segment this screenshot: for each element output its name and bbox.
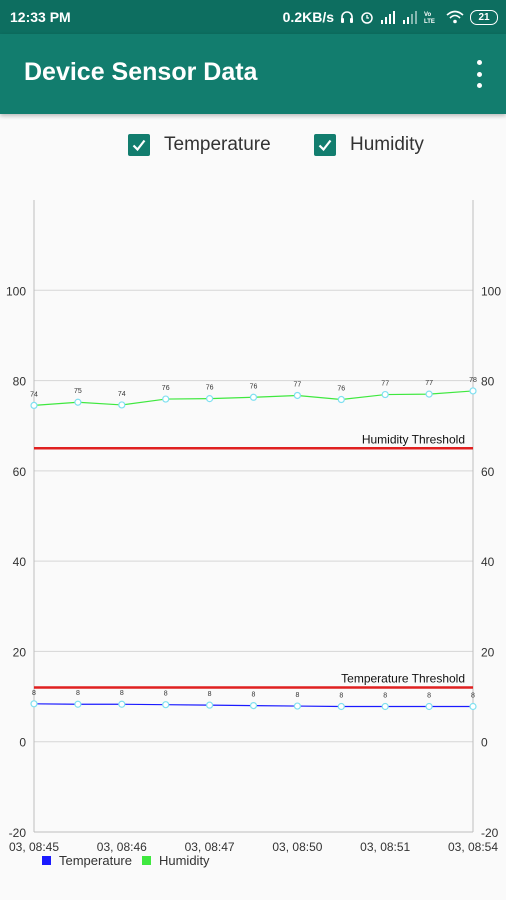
data-label: 8 (208, 691, 212, 698)
y-tick-label-left: 60 (13, 465, 27, 479)
y-tick-label-left: 40 (13, 555, 27, 569)
temperature-checkbox-label: Temperature (164, 134, 271, 155)
data-point (30, 700, 38, 708)
data-label: 8 (76, 690, 80, 697)
x-tick-label: 03, 08:51 (360, 840, 410, 854)
y-tick-label-right: 60 (481, 465, 495, 479)
humidity-checkbox-label: Humidity (350, 134, 424, 155)
data-label: 77 (425, 380, 433, 387)
data-label: 8 (383, 693, 387, 700)
y-tick-label-left: 0 (19, 736, 26, 750)
chart-legend: Temperature Humidity (42, 853, 220, 868)
legend-item-temperature: Temperature (42, 853, 132, 868)
data-label: 78 (469, 377, 477, 384)
data-label: 74 (118, 391, 126, 398)
more-vert-icon[interactable] (474, 60, 484, 88)
data-point (118, 401, 126, 409)
series-filters: Temperature Humidity (0, 134, 506, 164)
battery-icon: 21 (470, 9, 498, 25)
status-time: 12:33 PM (10, 9, 71, 25)
x-tick-label: 03, 08:46 (97, 840, 147, 854)
alarm-icon (361, 12, 373, 24)
threshold-label: Humidity Threshold (362, 432, 465, 446)
data-label: 8 (164, 691, 168, 698)
y-tick-label-right: 100 (481, 284, 501, 298)
data-label: 75 (74, 388, 82, 395)
data-point (249, 393, 258, 401)
data-label: 77 (381, 381, 389, 388)
data-point (381, 390, 389, 399)
series-line (33, 390, 474, 406)
threshold-label: Temperature Threshold (341, 672, 465, 686)
temperature-checkbox[interactable]: Temperature (128, 134, 271, 156)
data-point (74, 700, 82, 708)
data-label: 8 (471, 693, 475, 700)
y-tick-label-right: 80 (481, 375, 495, 389)
y-tick-label-right: 20 (481, 645, 495, 659)
status-bar: 12:33 PM 0.2KB/s Vo LTE 21 (0, 0, 506, 34)
data-point (118, 700, 126, 708)
y-tick-label-right: 0 (481, 736, 488, 750)
app-title: Device Sensor Data (24, 58, 258, 86)
y-tick-label-right: 40 (481, 555, 495, 569)
data-point (162, 701, 170, 709)
x-tick-label: 03, 08:50 (272, 840, 322, 854)
data-label: 76 (162, 385, 170, 392)
y-tick-label-left: 80 (13, 375, 27, 389)
legend-label-temperature: Temperature (59, 853, 132, 868)
data-point (425, 702, 433, 711)
humidity-checkbox[interactable]: Humidity (314, 134, 424, 156)
headset-icon (341, 11, 353, 23)
legend-swatch-temperature (42, 856, 51, 865)
legend-label-humidity: Humidity (158, 853, 210, 868)
data-point (293, 702, 301, 710)
data-point (469, 702, 477, 711)
data-point (30, 401, 38, 409)
data-point (293, 391, 301, 400)
legend-swatch-humidity (141, 856, 151, 865)
y-tick-label-left: 20 (13, 645, 27, 659)
data-point (469, 387, 477, 395)
wifi-icon (446, 10, 464, 24)
data-point (425, 390, 433, 398)
battery-level: 21 (478, 11, 490, 23)
x-tick-label: 03, 08:45 (9, 840, 59, 854)
data-point (337, 702, 345, 711)
data-label: 8 (32, 690, 36, 697)
net-speed: 0.2KB/s (282, 9, 334, 25)
data-label: 76 (206, 385, 214, 392)
data-point (337, 395, 345, 404)
y-tick-label-left: -20 (9, 826, 27, 840)
legend-item-humidity: Humidity (141, 853, 210, 868)
check-icon (128, 134, 150, 156)
svg-text:Vo: Vo (424, 12, 432, 18)
y-tick-label-left: 100 (6, 284, 26, 298)
data-point (249, 701, 258, 710)
data-label: 77 (294, 381, 302, 388)
data-label: 76 (250, 383, 258, 390)
data-label: 8 (427, 693, 431, 700)
status-icons: 0.2KB/s Vo LTE 21 (283, 9, 498, 25)
data-point (381, 702, 389, 711)
check-icon (314, 134, 336, 156)
signal-icon (403, 10, 417, 24)
y-tick-label-right: -20 (481, 826, 499, 840)
data-point (206, 395, 214, 403)
series-line (33, 703, 473, 708)
x-tick-label: 03, 08:54 (448, 840, 498, 854)
data-point (74, 398, 82, 406)
data-label: 8 (295, 692, 299, 699)
data-label: 8 (339, 693, 343, 700)
data-point (206, 701, 214, 709)
app-bar: Device Sensor Data (0, 34, 506, 114)
data-label: 8 (252, 692, 256, 699)
svg-text:LTE: LTE (424, 19, 435, 24)
data-label: 74 (30, 391, 38, 398)
data-point (162, 395, 170, 403)
signal-icon (381, 10, 395, 24)
data-label: 8 (120, 690, 124, 697)
x-tick-label: 03, 08:47 (185, 840, 235, 854)
data-label: 76 (337, 386, 345, 393)
